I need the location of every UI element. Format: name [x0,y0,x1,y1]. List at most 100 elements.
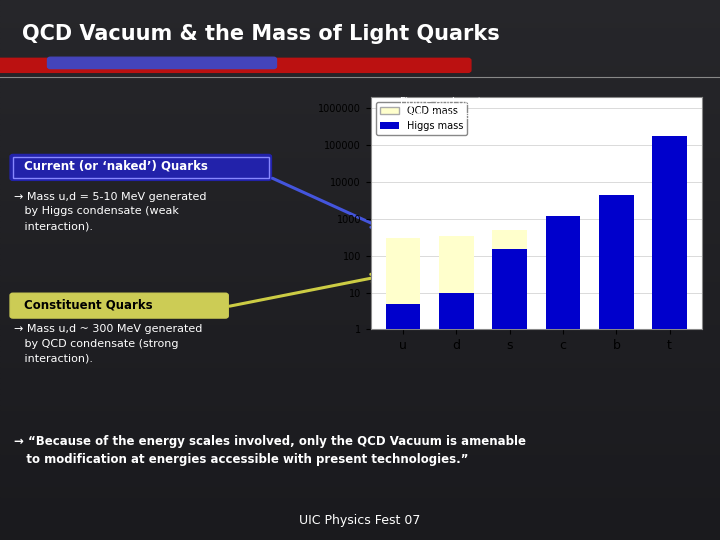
Bar [546,216,580,540]
Bar [0,27,720,32]
Bar [0,297,720,302]
Bar [0,416,720,421]
Bar [0,0,720,5]
Bar [0,86,720,92]
Bar [386,238,420,303]
Bar [0,108,720,113]
Text: Figure and quote
From B. Muller; nucl-th/0404015: Figure and quote From B. Muller; nucl-th… [400,97,567,121]
Bar [0,76,720,81]
FancyBboxPatch shape [10,293,228,318]
Bar [0,11,720,16]
Bar [0,38,720,43]
Legend: QCD mass, Higgs mass: QCD mass, Higgs mass [376,102,467,134]
Bar [0,130,720,135]
Bar [0,211,720,216]
Bar [0,43,720,49]
Bar [0,367,720,373]
Bar [492,249,527,540]
Bar [0,32,720,38]
Bar [0,119,720,124]
FancyBboxPatch shape [0,58,471,72]
Bar [0,329,720,335]
Bar [13,157,269,178]
Bar [0,346,720,351]
Bar [0,335,720,340]
Bar [0,508,720,513]
FancyBboxPatch shape [48,57,276,69]
Bar [0,432,720,437]
Bar [0,194,720,200]
Bar [0,427,720,432]
Bar [0,270,720,275]
Bar [0,167,720,173]
Bar [439,236,474,293]
Text: → “Because of the energy scales involved, only the QCD Vacuum is amenable
   to : → “Because of the energy scales involved… [14,435,526,465]
Bar [0,389,720,394]
Bar [0,243,720,248]
Bar [386,303,420,540]
Bar [0,470,720,475]
Bar [0,178,720,184]
Bar [0,502,720,508]
Bar [599,195,634,540]
Bar [0,362,720,367]
Bar [492,230,527,249]
Bar [0,518,720,524]
Bar [0,356,720,362]
Text: Constituent Quarks: Constituent Quarks [24,298,153,311]
Text: → Mass u,d ~ 300 MeV generated
   by QCD condensate (strong
   interaction).: → Mass u,d ~ 300 MeV generated by QCD co… [14,324,203,363]
Bar [0,448,720,454]
Bar [0,443,720,448]
Bar [0,308,720,313]
Bar [0,22,720,27]
Bar [0,421,720,427]
Bar [0,162,720,167]
Bar [0,486,720,491]
Bar [0,151,720,157]
Bar [0,497,720,502]
Bar [0,292,720,297]
Bar [0,16,720,22]
Bar [0,373,720,378]
Bar [0,140,720,146]
Bar [0,475,720,481]
Bar [0,454,720,459]
Bar [0,324,720,329]
Bar [439,293,474,540]
Bar [0,65,720,70]
Bar [0,103,720,108]
Bar [0,216,720,221]
Bar [0,464,720,470]
Bar [0,313,720,319]
Bar [0,524,720,529]
Bar [0,232,720,238]
Bar [0,205,720,211]
Bar [0,254,720,259]
Bar [0,394,720,400]
Bar [0,248,720,254]
Bar [0,491,720,497]
Bar [0,286,720,292]
Bar [0,92,720,97]
Bar [0,535,720,540]
Bar [0,238,720,243]
Bar [0,437,720,443]
Bar [0,275,720,281]
Bar [0,49,720,54]
Text: → Mass u,d = 5-10 MeV generated
   by Higgs condensate (weak
   interaction).: → Mass u,d = 5-10 MeV generated by Higgs… [14,192,207,231]
Bar [0,529,720,535]
Bar [0,81,720,86]
Bar [0,221,720,227]
Bar [0,340,720,346]
Text: Current (or ‘naked’) Quarks: Current (or ‘naked’) Quarks [24,160,207,173]
Bar [0,59,720,65]
Bar [0,265,720,270]
Bar [0,481,720,486]
FancyBboxPatch shape [10,154,271,180]
Bar [0,135,720,140]
Text: QCD Vacuum & the Mass of Light Quarks: QCD Vacuum & the Mass of Light Quarks [22,24,500,44]
Bar [0,173,720,178]
Bar [0,400,720,405]
Bar [0,124,720,130]
Bar [0,459,720,464]
